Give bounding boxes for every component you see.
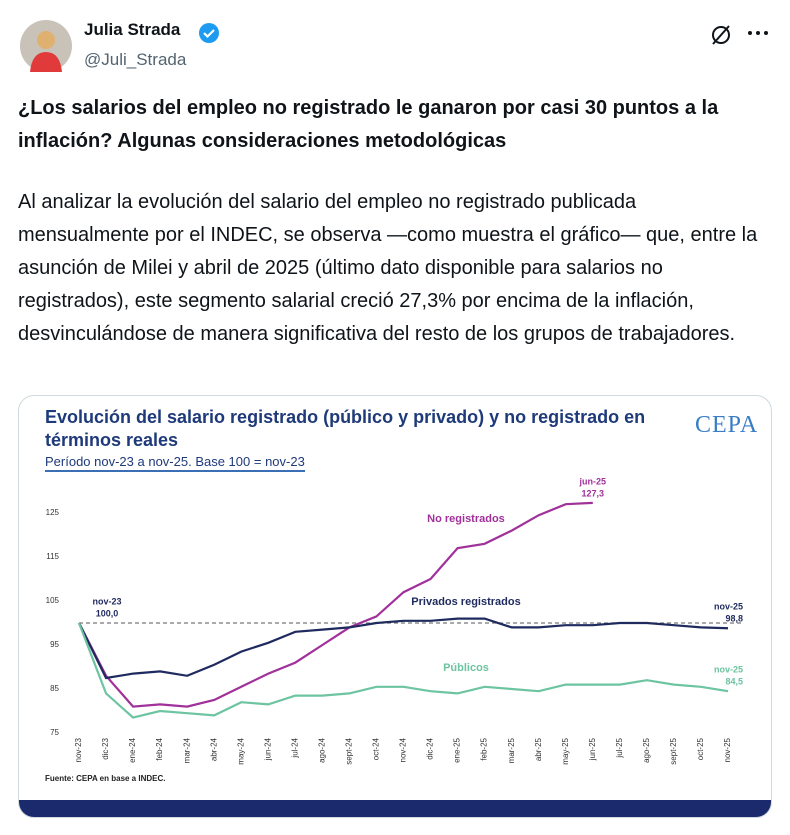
handle[interactable]: @Juli_Strada [84,50,187,69]
annotation-category: nov-25 [714,602,743,612]
x-tick-label: jun-25 [588,737,597,761]
more-icon[interactable] [746,26,770,40]
x-tick-label: may-24 [236,737,245,764]
x-tick-label: abr-25 [534,737,543,761]
annotation-category: nov-25 [714,665,743,675]
x-tick-label: nov-25 [723,737,732,762]
y-tick-label: 75 [50,728,59,737]
source: Fuente: CEPA en base a INDEC. [45,774,165,783]
value-label: 98,8 [725,614,743,624]
series-line [77,622,729,719]
x-tick-label: jun-24 [263,737,272,761]
x-tick-label: nov-23 [74,737,83,762]
series-label: Privados registrados [411,596,520,608]
x-tick-label: jul-25 [615,737,624,758]
value-label: 84,5 [725,677,743,687]
y-tick-label: 115 [46,552,59,561]
logo: CEPA [695,412,759,438]
x-tick-label: sept-25 [669,737,678,764]
avatar[interactable] [20,20,72,72]
x-tick-label: mar-25 [507,737,516,763]
x-tick-label: nov-24 [399,737,408,762]
value-label: 127,3 [582,488,605,498]
x-tick-label: ene-24 [128,737,137,762]
series-label: Públicos [443,662,489,674]
verified-badge [199,23,219,43]
x-tick-label: mar-24 [182,737,191,763]
series-label: No registrados [427,513,505,525]
value-label: 100,0 [96,608,119,618]
series-line [78,617,729,680]
x-tick-label: feb-24 [155,737,164,760]
chart-subtitle: Período nov-23 a nov-25. Base 100 = nov-… [45,454,305,472]
x-tick-label: may-25 [561,737,570,764]
y-tick-label: 85 [50,684,59,693]
footer-band [19,800,771,817]
x-tick-label: ene-25 [453,737,462,762]
post-body: Al analizar la evolución del salario del… [18,191,758,345]
annotation-category: jun-25 [579,476,607,486]
x-tick-label: abr-24 [209,737,218,761]
x-tick-label: ago-24 [317,737,326,762]
x-tick-label: sept-24 [345,737,354,764]
x-tick-label: dic-23 [101,737,110,759]
image-card[interactable]: 75 85 95 105 115 125 nov-23 dic-23 ene-24 feb-24 m… [18,395,772,818]
chart-title: Evolución del salario registrado (públic… [45,407,646,450]
post-title: ¿Los salarios del empleo no registrado l… [18,97,719,152]
chart: 75 85 95 105 115 125 nov-23 dic-23 ene-24 feb-24 m… [19,476,771,817]
x-tick-label: dic-24 [426,737,435,759]
annotation-category: nov-23 [92,596,121,606]
y-tick-label: 105 [46,596,60,605]
display-name[interactable]: Julia Strada [84,20,181,39]
series-line [78,501,593,708]
x-tick-label: jul-24 [290,737,299,758]
x-tick-label: ago-25 [642,737,651,762]
x-tick-label: feb-25 [480,737,489,760]
y-tick-label: 95 [50,640,59,649]
x-tick-label: oct-25 [696,737,705,760]
x-tick-label: oct-24 [372,737,381,760]
grok-icon[interactable] [708,22,734,48]
y-tick-label: 125 [46,508,60,517]
